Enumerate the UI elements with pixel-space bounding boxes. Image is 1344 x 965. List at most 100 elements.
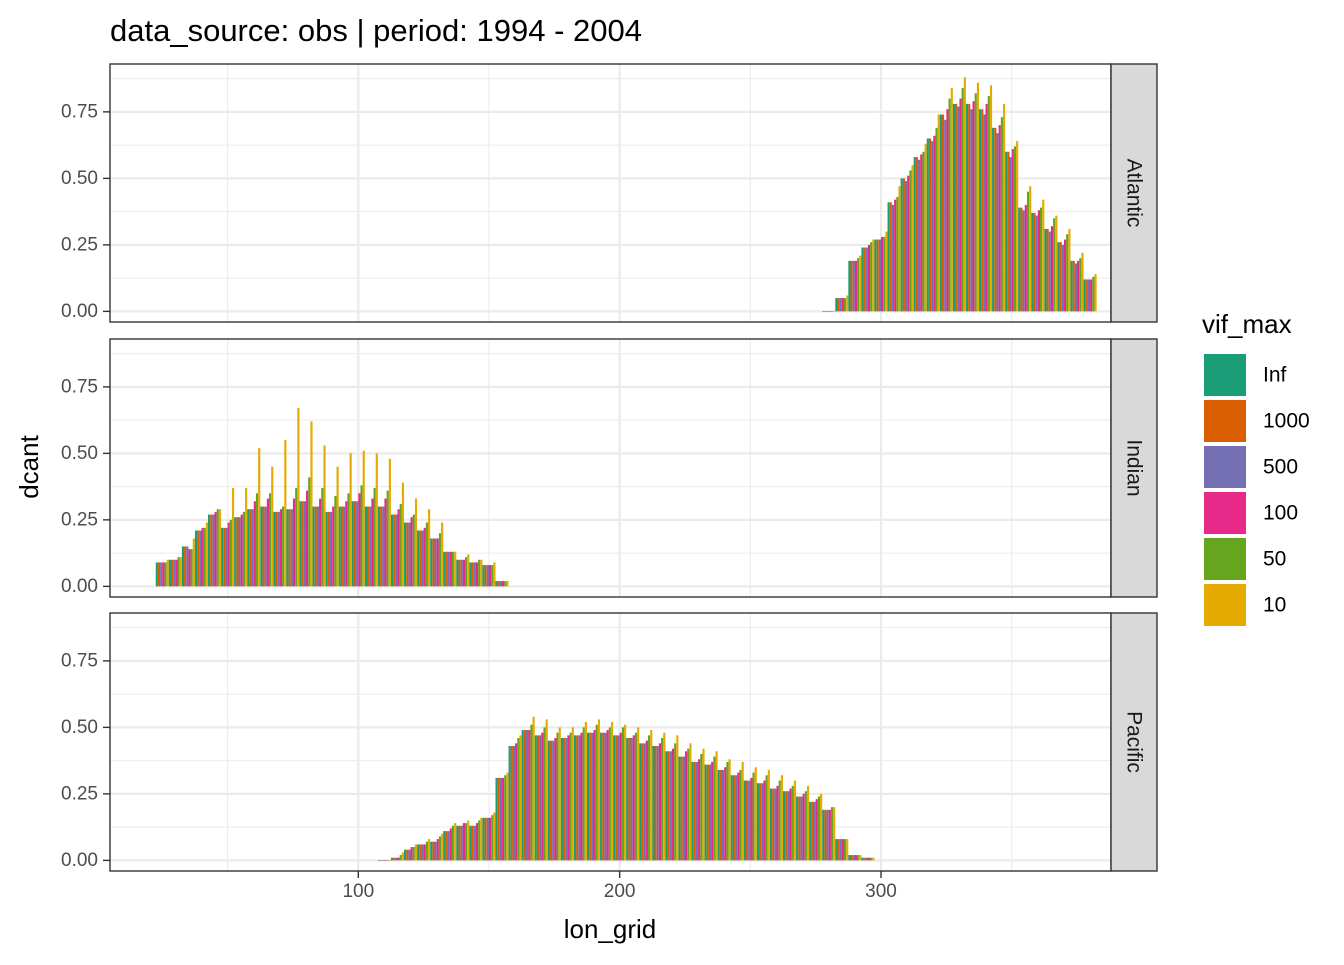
bar bbox=[785, 791, 788, 861]
bar bbox=[837, 839, 840, 861]
bar bbox=[471, 825, 474, 861]
bar bbox=[253, 501, 256, 587]
bar bbox=[748, 780, 751, 861]
bar bbox=[155, 562, 158, 587]
bar bbox=[362, 450, 365, 587]
bar bbox=[663, 732, 666, 861]
y-tick-label: 0.00 bbox=[61, 576, 98, 597]
y-tick-label: 0.25 bbox=[61, 509, 98, 530]
bar bbox=[968, 103, 971, 312]
bar bbox=[732, 775, 736, 861]
bar bbox=[377, 506, 381, 587]
bar bbox=[166, 559, 169, 587]
bar bbox=[247, 509, 250, 587]
bar bbox=[515, 743, 518, 861]
bar bbox=[854, 855, 858, 861]
bar bbox=[756, 783, 760, 861]
bar bbox=[356, 501, 359, 587]
bar bbox=[658, 743, 662, 861]
bar bbox=[536, 735, 540, 861]
bar bbox=[205, 522, 209, 587]
bar bbox=[458, 559, 461, 587]
bar bbox=[965, 103, 969, 312]
bar bbox=[358, 493, 361, 587]
bar bbox=[983, 114, 986, 312]
bar bbox=[859, 255, 862, 312]
bar bbox=[695, 761, 699, 861]
bar bbox=[839, 839, 842, 861]
bar bbox=[216, 509, 219, 587]
bar bbox=[521, 730, 524, 861]
y-tick-label: 0.75 bbox=[61, 101, 98, 122]
bar bbox=[1087, 279, 1091, 312]
bar bbox=[676, 735, 679, 861]
bar bbox=[817, 796, 821, 861]
bar bbox=[1000, 117, 1003, 312]
bar bbox=[824, 311, 827, 312]
bar bbox=[190, 549, 193, 587]
bar bbox=[319, 498, 322, 587]
bar bbox=[264, 506, 267, 587]
bar bbox=[870, 857, 873, 861]
bar bbox=[1044, 228, 1047, 312]
bar bbox=[312, 506, 315, 587]
bar bbox=[349, 453, 352, 587]
bar bbox=[791, 785, 794, 861]
legend-key bbox=[1204, 584, 1246, 626]
bar bbox=[323, 445, 326, 587]
bar bbox=[343, 506, 346, 587]
bar bbox=[255, 493, 259, 587]
bar bbox=[776, 785, 779, 861]
bar bbox=[556, 732, 559, 861]
bar bbox=[765, 775, 768, 861]
bar bbox=[393, 857, 396, 861]
bar bbox=[406, 849, 409, 861]
bar bbox=[499, 777, 503, 861]
bar bbox=[469, 825, 472, 861]
bar bbox=[373, 487, 376, 587]
bar bbox=[177, 557, 180, 587]
bar bbox=[528, 730, 531, 861]
facet-strip bbox=[1110, 612, 1158, 872]
bar bbox=[314, 506, 317, 587]
bar bbox=[414, 498, 418, 587]
bar bbox=[336, 466, 339, 587]
bar bbox=[310, 421, 313, 587]
bar bbox=[303, 501, 307, 587]
bar bbox=[554, 738, 557, 861]
bar bbox=[497, 581, 500, 587]
bar bbox=[380, 860, 383, 861]
bar bbox=[602, 732, 605, 861]
bar bbox=[996, 133, 999, 312]
bar bbox=[822, 311, 825, 312]
bar bbox=[772, 788, 775, 861]
bar bbox=[454, 551, 457, 587]
bar bbox=[382, 860, 385, 861]
bar bbox=[325, 511, 328, 587]
bar bbox=[268, 493, 272, 587]
bar bbox=[1085, 279, 1088, 312]
bar bbox=[427, 839, 431, 861]
bar bbox=[284, 440, 287, 587]
bar bbox=[739, 769, 742, 861]
bar bbox=[909, 170, 912, 312]
bar bbox=[894, 199, 897, 312]
bar bbox=[591, 732, 594, 861]
bar bbox=[469, 562, 472, 587]
bar bbox=[1029, 186, 1032, 312]
bar bbox=[451, 551, 455, 587]
bar bbox=[478, 559, 481, 587]
panel-pacific: Pacific 0.00 0.25 0.50 0.75 bbox=[61, 612, 1158, 872]
legend-key bbox=[1204, 492, 1246, 534]
bar bbox=[872, 857, 875, 861]
bar bbox=[737, 772, 740, 861]
bar bbox=[1037, 210, 1040, 312]
bar bbox=[998, 125, 1001, 312]
bar bbox=[639, 743, 642, 861]
bar bbox=[981, 109, 984, 312]
bar bbox=[645, 740, 648, 861]
legend-label: Inf bbox=[1263, 364, 1287, 387]
bar bbox=[334, 495, 337, 587]
bar bbox=[271, 466, 274, 587]
bar bbox=[473, 825, 476, 861]
